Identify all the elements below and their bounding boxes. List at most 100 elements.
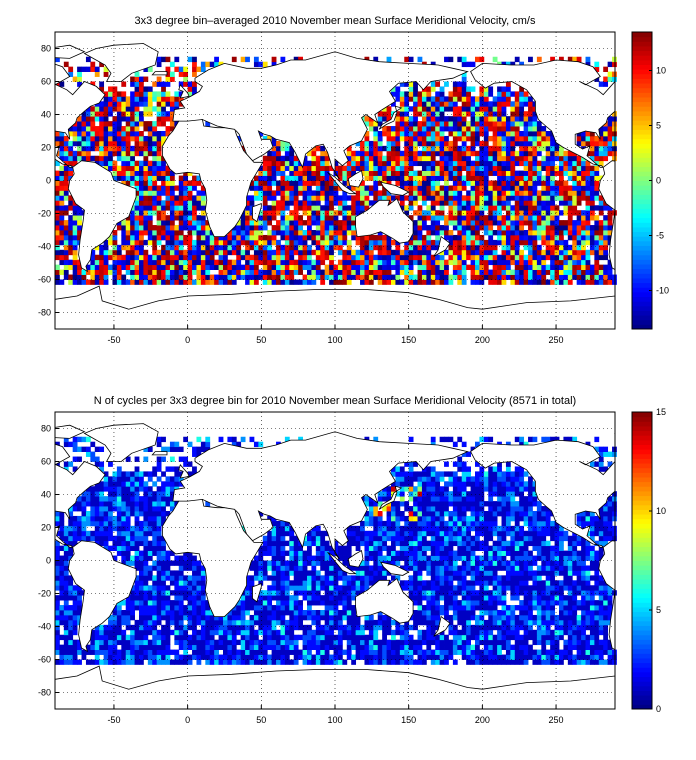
heatmap-cell: [421, 140, 427, 147]
heatmap-cell: [262, 605, 268, 611]
heatmap-cell: [457, 649, 463, 655]
heatmap-cell: [174, 200, 180, 206]
heatmap-cell: [183, 180, 189, 186]
heatmap-cell: [63, 644, 69, 650]
heatmap-cell: [519, 254, 525, 261]
coastline: [172, 51, 469, 180]
heatmap-cell: [231, 639, 237, 646]
heatmap-cell: [59, 140, 65, 147]
heatmap-cell: [492, 254, 498, 261]
heatmap-cell: [218, 249, 224, 256]
heatmap-cell: [276, 644, 281, 650]
heatmap-cell: [63, 145, 69, 152]
heatmap-cell: [532, 135, 538, 142]
heatmap-cell: [284, 195, 290, 201]
heatmap-cell: [223, 644, 228, 650]
heatmap-cell: [253, 279, 259, 285]
heatmap-cell: [302, 220, 308, 226]
heatmap-cell: [315, 624, 321, 631]
heatmap-cell: [536, 160, 542, 167]
heatmap-cell: [178, 659, 184, 665]
heatmap-cell: [470, 135, 476, 142]
heatmap-cell: [399, 659, 405, 665]
heatmap-cell: [523, 160, 529, 167]
heatmap-cell: [510, 116, 516, 122]
heatmap-cell: [77, 126, 82, 132]
heatmap-cell: [519, 610, 525, 616]
heatmap-cell: [364, 56, 370, 63]
heatmap-cell: [594, 180, 600, 186]
heatmap-cell: [196, 644, 202, 650]
heatmap-cell: [315, 659, 321, 665]
heatmap-cell: [227, 264, 233, 270]
colorbar-tick-label: -10: [656, 286, 669, 296]
heatmap-cell: [253, 629, 259, 636]
heatmap-cell: [178, 185, 184, 191]
heatmap-cell: [143, 225, 149, 231]
heatmap-cell: [444, 644, 449, 650]
heatmap-cell: [382, 131, 387, 137]
heatmap-cell: [72, 624, 78, 631]
heatmap-cell: [320, 165, 326, 171]
heatmap-cell: [452, 269, 458, 275]
heatmap-cell: [589, 274, 595, 280]
heatmap-cell: [169, 629, 175, 636]
heatmap-cell: [94, 140, 100, 147]
heatmap-cell: [475, 279, 480, 285]
heatmap-cell: [187, 205, 193, 211]
heatmap-cell: [63, 639, 69, 646]
heatmap-cell: [267, 215, 273, 221]
heatmap-cell: [581, 274, 586, 280]
heatmap-cell: [452, 215, 458, 221]
heatmap-cell: [200, 205, 206, 211]
heatmap-cell: [505, 614, 511, 621]
heatmap-cell: [81, 150, 87, 157]
heatmap-cell: [143, 160, 149, 167]
heatmap-cell: [589, 649, 595, 655]
heatmap-cell: [280, 140, 286, 147]
heatmap-cell: [90, 111, 96, 117]
heatmap-cell: [116, 126, 122, 132]
heatmap-cell: [488, 644, 494, 650]
heatmap-cell: [550, 610, 555, 616]
heatmap-cell: [554, 659, 560, 665]
heatmap-cell: [227, 269, 233, 275]
heatmap-cell: [550, 225, 555, 231]
heatmap-cell: [523, 659, 529, 665]
heatmap-cell: [355, 205, 361, 211]
heatmap-cell: [307, 264, 312, 270]
heatmap-cell: [81, 121, 87, 127]
heatmap-cell: [271, 190, 277, 196]
heatmap-cell: [559, 259, 564, 266]
heatmap-cell: [169, 614, 175, 621]
heatmap-cell: [267, 230, 273, 236]
heatmap-cell: [196, 649, 202, 655]
heatmap-cell: [253, 239, 259, 246]
heatmap-cell: [72, 234, 78, 241]
heatmap-cell: [607, 654, 613, 660]
heatmap-cell: [72, 126, 78, 132]
heatmap-cell: [585, 180, 591, 186]
heatmap-cell: [399, 81, 405, 87]
heatmap-cell: [603, 155, 609, 162]
heatmap-cell: [169, 116, 175, 122]
heatmap-cell: [112, 131, 118, 137]
heatmap-cell: [532, 210, 538, 216]
heatmap-cell: [589, 614, 595, 621]
heatmap-cell: [391, 145, 396, 152]
heatmap-cell: [360, 150, 365, 157]
heatmap-cell: [293, 160, 299, 167]
heatmap-cell: [315, 234, 321, 241]
heatmap-cell: [108, 106, 113, 112]
heatmap-cell: [293, 56, 299, 63]
heatmap-cell: [488, 659, 494, 665]
heatmap-cell: [329, 215, 334, 221]
heatmap-cell: [395, 155, 401, 162]
heatmap-cell: [430, 150, 436, 157]
heatmap-cell: [152, 254, 158, 261]
heatmap-cell: [382, 165, 387, 171]
heatmap-cell: [55, 269, 60, 275]
heatmap-cell: [121, 239, 127, 246]
heatmap-cell: [187, 234, 193, 241]
heatmap-cell: [501, 160, 507, 167]
